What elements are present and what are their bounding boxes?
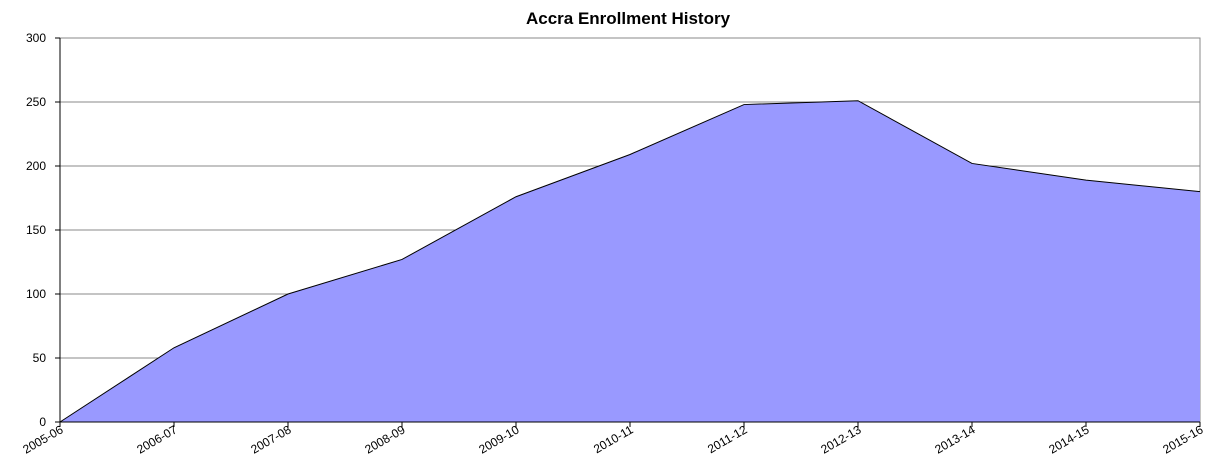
y-tick-label: 0 (39, 415, 46, 429)
x-tick-label: 2007-08 (248, 422, 293, 456)
x-tick-label: 2015-16 (1160, 422, 1205, 456)
x-tick-label: 2012-13 (818, 422, 863, 456)
x-tick-label: 2006-07 (134, 422, 179, 456)
y-tick-label: 150 (26, 223, 46, 237)
area-line (59, 100, 1201, 423)
x-tick-label: 2014-15 (1046, 422, 1091, 456)
x-tick-label: 2008-09 (362, 422, 407, 456)
x-tick-label: 2013-14 (932, 422, 977, 456)
y-tick-label: 100 (26, 287, 46, 301)
y-tick-label: 250 (26, 95, 46, 109)
x-tick-label: 2011-12 (705, 422, 750, 456)
y-tick-label: 300 (26, 31, 46, 45)
area (60, 100, 1200, 422)
x-tick-label: 2009-10 (476, 422, 521, 456)
x-tick-label: 2010-11 (591, 422, 636, 456)
y-tick-label: 200 (26, 159, 46, 173)
chart-title: Accra Enrollment History (526, 9, 731, 28)
y-tick-label: 50 (33, 351, 47, 365)
